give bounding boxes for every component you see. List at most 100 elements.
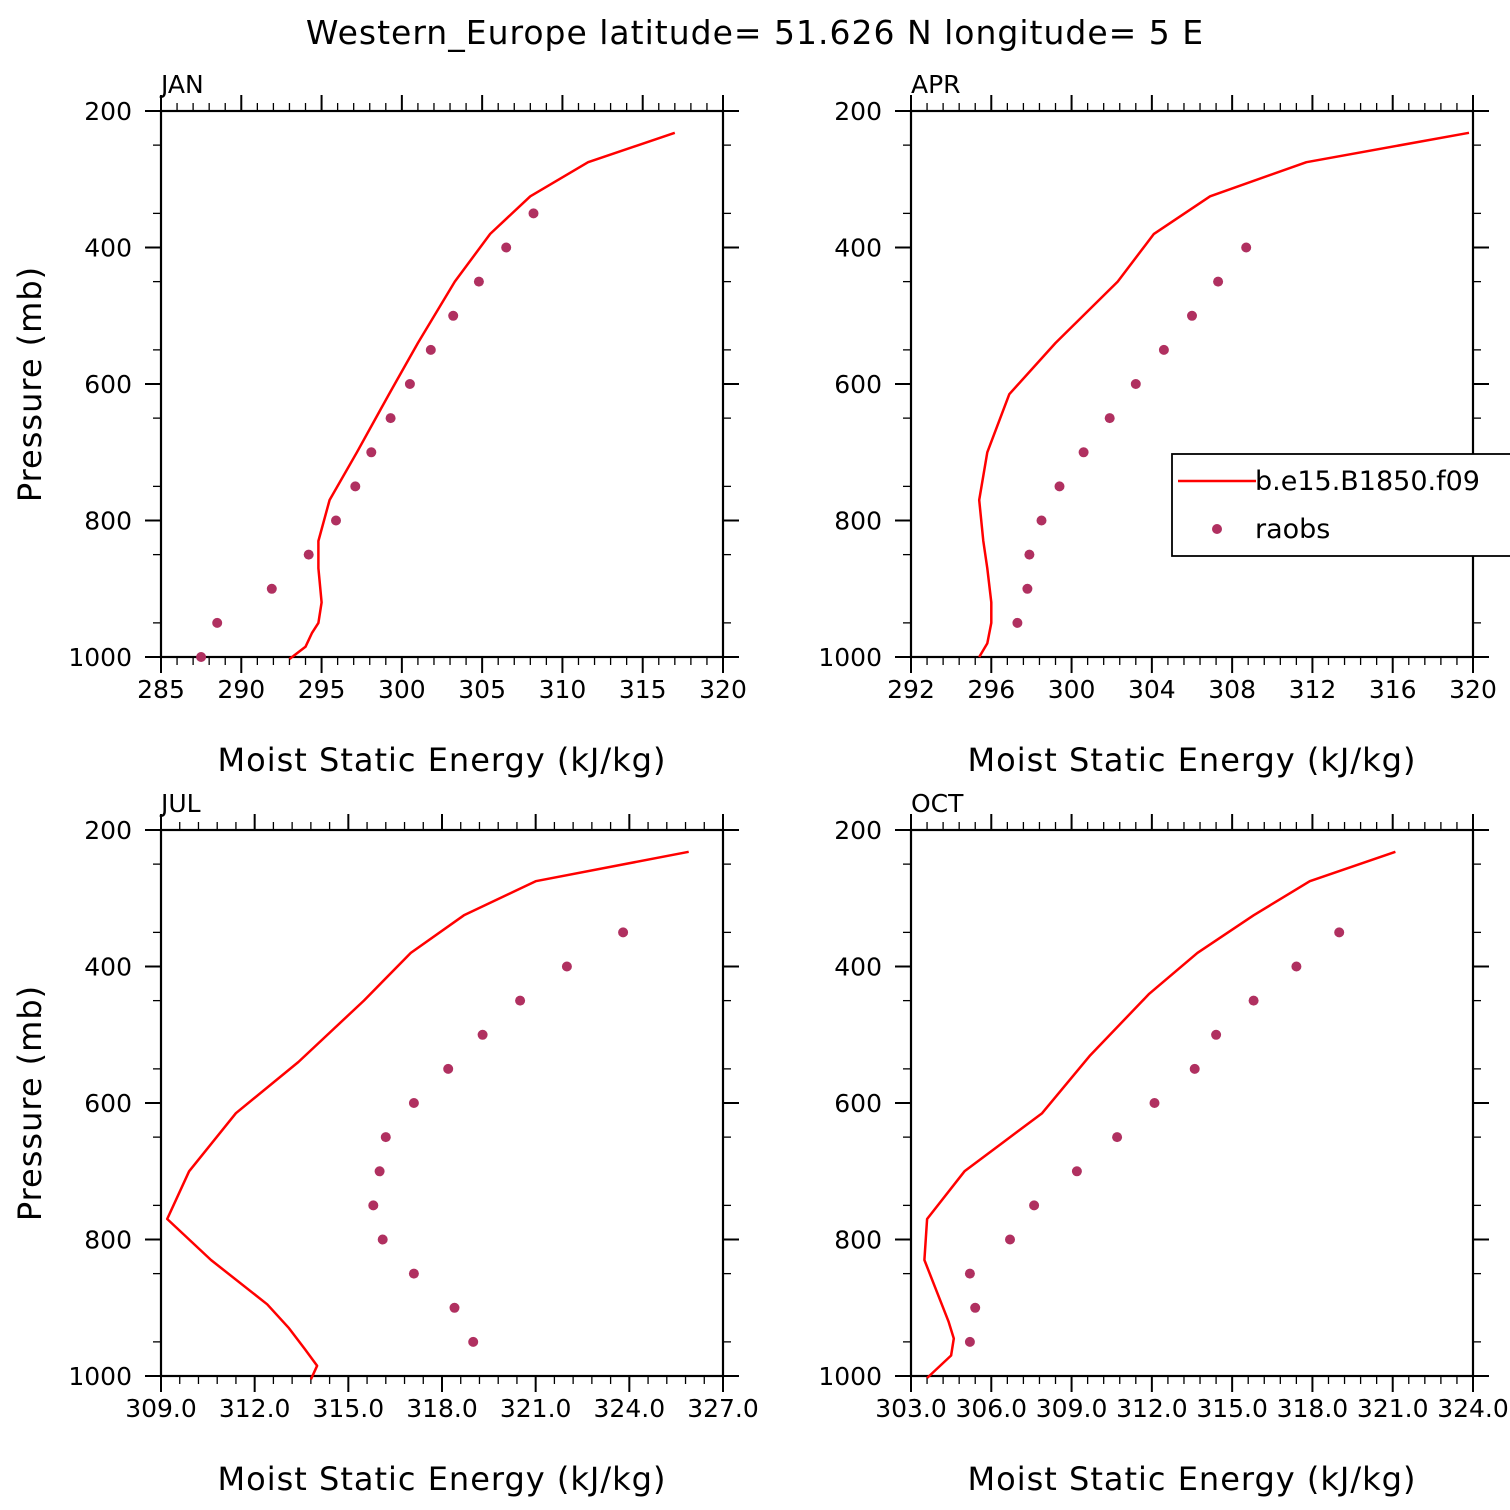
obs-point bbox=[1211, 1029, 1222, 1040]
x-tick-label: 321.0 bbox=[1357, 1394, 1429, 1423]
obs-point bbox=[1012, 617, 1023, 628]
obs-point bbox=[1130, 379, 1141, 389]
plot-frame bbox=[909, 828, 1475, 1378]
x-axis-label: Moist Static Energy (kJ/kg) bbox=[968, 741, 1417, 779]
obs-point bbox=[964, 1336, 975, 1347]
y-axis-label: Pressure (mb) bbox=[11, 266, 49, 502]
obs-point bbox=[377, 1234, 388, 1245]
x-tick-label: 308 bbox=[1208, 675, 1256, 704]
obs-point bbox=[350, 481, 361, 492]
obs-point bbox=[368, 1200, 379, 1211]
obs-point bbox=[196, 652, 207, 662]
obs-point bbox=[408, 1268, 419, 1279]
obs-point bbox=[1158, 344, 1169, 355]
legend-obs-swatch bbox=[1212, 524, 1222, 534]
panel-apr: 292 296 300 304 308 312 316 320 200 400 600 800 1000… bbox=[818, 70, 1496, 779]
x-tick-label: 318.0 bbox=[1277, 1394, 1349, 1423]
y-tick-label: 800 bbox=[84, 507, 132, 536]
y-tick-label: 600 bbox=[84, 370, 132, 399]
obs-point bbox=[1054, 481, 1065, 492]
x-tick-label: 315.0 bbox=[1196, 1394, 1268, 1423]
x-tick-label: 300 bbox=[1048, 675, 1096, 704]
y-tick-label: 400 bbox=[84, 234, 132, 263]
x-tick-label: 296 bbox=[967, 675, 1015, 704]
x-tick-label: 321.0 bbox=[500, 1394, 572, 1423]
obs-point bbox=[385, 413, 396, 424]
plot-frame bbox=[909, 109, 1475, 659]
y-tick-label: 1000 bbox=[68, 643, 132, 672]
panel-title: OCT bbox=[911, 789, 964, 818]
obs-point bbox=[449, 1302, 460, 1313]
legend-model-label: b.e15.B1850.f09 bbox=[1255, 466, 1480, 497]
y-tick-label: 200 bbox=[834, 816, 882, 845]
y-axis-label: Pressure (mb) bbox=[11, 985, 49, 1221]
obs-point bbox=[1022, 583, 1033, 594]
y-tick-label: 200 bbox=[834, 97, 882, 126]
obs-point bbox=[1071, 1166, 1082, 1177]
x-tick-label: 315.0 bbox=[313, 1394, 385, 1423]
obs-point bbox=[408, 1098, 419, 1108]
obs-point bbox=[1104, 413, 1115, 424]
obs-point bbox=[303, 549, 314, 560]
obs-point bbox=[1078, 447, 1089, 458]
x-tick-label: 304 bbox=[1128, 675, 1176, 704]
x-tick-label: 310 bbox=[539, 675, 587, 704]
y-tick-label: 1000 bbox=[818, 643, 882, 672]
y-tick-label: 600 bbox=[834, 370, 882, 399]
x-axis-label: Moist Static Energy (kJ/kg) bbox=[218, 1460, 667, 1498]
obs-point bbox=[212, 617, 223, 628]
x-tick-label: 312 bbox=[1289, 675, 1337, 704]
y-tick-label: 1000 bbox=[68, 1362, 132, 1391]
x-tick-label: 292 bbox=[887, 675, 935, 704]
x-axis-label: Moist Static Energy (kJ/kg) bbox=[218, 741, 667, 779]
obs-point bbox=[266, 583, 277, 594]
panel-oct: 303.0 306.0 309.0 312.0 315.0 318.0 321.0 324.0… bbox=[818, 789, 1508, 1498]
obs-point bbox=[501, 242, 512, 253]
x-tick-label: 303.0 bbox=[875, 1394, 947, 1423]
obs-point bbox=[448, 310, 459, 321]
y-tick-label: 400 bbox=[834, 234, 882, 263]
x-tick-label: 309.0 bbox=[1036, 1394, 1108, 1423]
obs-point bbox=[1036, 515, 1047, 526]
x-tick-label: 318.0 bbox=[406, 1394, 478, 1423]
obs-point bbox=[468, 1336, 479, 1347]
obs-point bbox=[528, 208, 539, 219]
legend-obs-label: raobs bbox=[1255, 514, 1330, 545]
obs-point bbox=[964, 1268, 975, 1279]
obs-point bbox=[1189, 1063, 1200, 1074]
obs-point bbox=[618, 927, 629, 938]
obs-point bbox=[1248, 995, 1259, 1006]
y-tick-label: 200 bbox=[84, 816, 132, 845]
obs-point bbox=[970, 1302, 981, 1313]
obs-point bbox=[1112, 1132, 1123, 1143]
y-tick-label: 400 bbox=[84, 953, 132, 982]
obs-point bbox=[404, 379, 415, 389]
obs-point bbox=[1334, 927, 1345, 938]
obs-point bbox=[1187, 310, 1197, 321]
x-tick-label: 295 bbox=[298, 675, 346, 704]
x-axis-label: Moist Static Energy (kJ/kg) bbox=[968, 1460, 1417, 1498]
obs-point bbox=[1291, 961, 1302, 972]
obs-point bbox=[1029, 1200, 1040, 1211]
x-tick-label: 324.0 bbox=[594, 1394, 666, 1423]
x-tick-label: 320 bbox=[1449, 675, 1497, 704]
x-tick-label: 300 bbox=[378, 675, 426, 704]
y-tick-label: 800 bbox=[834, 507, 882, 536]
model-line bbox=[977, 131, 1470, 658]
x-tick-label: 309.0 bbox=[125, 1394, 197, 1423]
plot-frame bbox=[159, 828, 725, 1378]
figure-title: Western_Europe latitude= 51.626 N longit… bbox=[306, 13, 1204, 52]
y-tick-label: 600 bbox=[834, 1089, 882, 1118]
x-tick-label: 312.0 bbox=[1116, 1394, 1188, 1423]
x-tick-label: 320 bbox=[699, 675, 747, 704]
x-tick-label: 305 bbox=[458, 675, 506, 704]
x-tick-label: 324.0 bbox=[1437, 1394, 1509, 1423]
plot-frame bbox=[159, 109, 725, 659]
obs-point bbox=[380, 1132, 391, 1143]
x-tick-label: 312.0 bbox=[219, 1394, 291, 1423]
obs-point bbox=[443, 1063, 454, 1074]
obs-point bbox=[1005, 1234, 1015, 1245]
obs-point bbox=[477, 1029, 488, 1040]
model-line bbox=[923, 850, 1396, 1379]
